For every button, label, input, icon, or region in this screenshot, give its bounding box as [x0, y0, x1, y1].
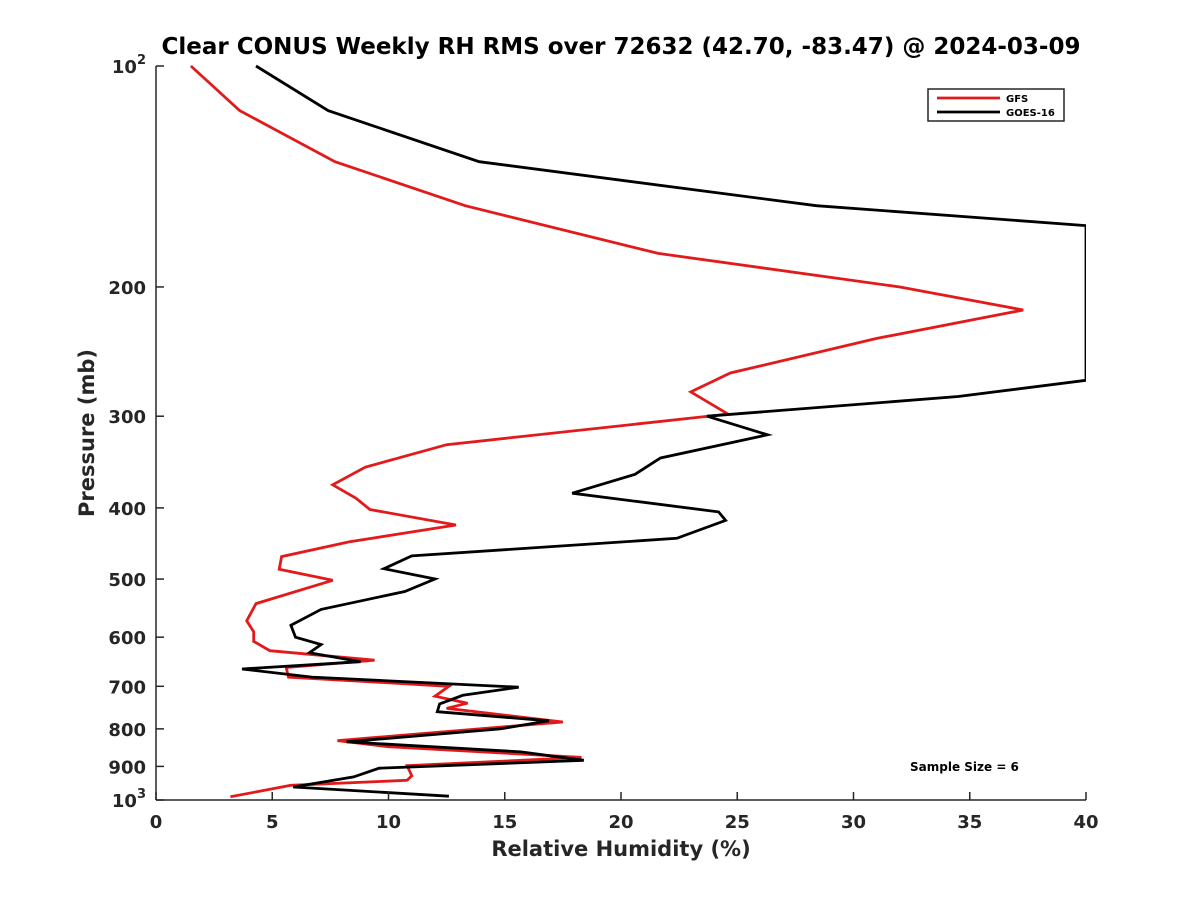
- x-tick-label: 0: [150, 812, 163, 833]
- legend: GFS GOES-16: [927, 88, 1065, 122]
- x-tick-label: 20: [608, 812, 633, 833]
- series-layer: [189, 64, 1086, 799]
- x-tick-label: 35: [957, 812, 982, 833]
- x-ticks: 0 5 10 15 20 25 30 35 40: [150, 792, 1099, 833]
- series-line-gfs: [189, 64, 1024, 799]
- sample-size-annotation: Sample Size = 6: [910, 760, 1019, 774]
- x-tick-label: 30: [841, 812, 866, 833]
- y-tick-label: 300: [108, 407, 146, 428]
- legend-box: [927, 88, 1065, 122]
- x-axis-label: Relative Humidity (%): [491, 837, 750, 861]
- y-tick-label: 500: [108, 570, 146, 591]
- x-tick-label: 40: [1073, 812, 1098, 833]
- series-line-goes-16: [241, 64, 1086, 798]
- y-tick-label: 800: [108, 720, 146, 741]
- y-tick-label: 700: [108, 677, 146, 698]
- x-tick-label: 15: [492, 812, 517, 833]
- x-tick-label: 10: [376, 812, 401, 833]
- y-tick-label: 600: [108, 628, 146, 649]
- chart-title: Clear CONUS Weekly RH RMS over 72632 (42…: [162, 34, 1081, 60]
- y-axis-label: Pressure (mb): [75, 349, 99, 517]
- y-tick-label: 400: [108, 499, 146, 520]
- legend-label-goes-16: GOES-16: [1006, 108, 1055, 119]
- x-tick-label: 5: [266, 812, 279, 833]
- y-tick-label: 102: [112, 53, 146, 78]
- y-tick-label: 103: [112, 787, 146, 812]
- y-tick-label: 900: [108, 757, 146, 778]
- legend-label-gfs: GFS: [1006, 94, 1028, 105]
- plot-area: [189, 64, 1086, 799]
- y-ticks: 102 200 300 400 500 600 700 800 900 103: [108, 53, 164, 812]
- x-tick-label: 25: [725, 812, 750, 833]
- y-tick-label: 200: [108, 278, 146, 299]
